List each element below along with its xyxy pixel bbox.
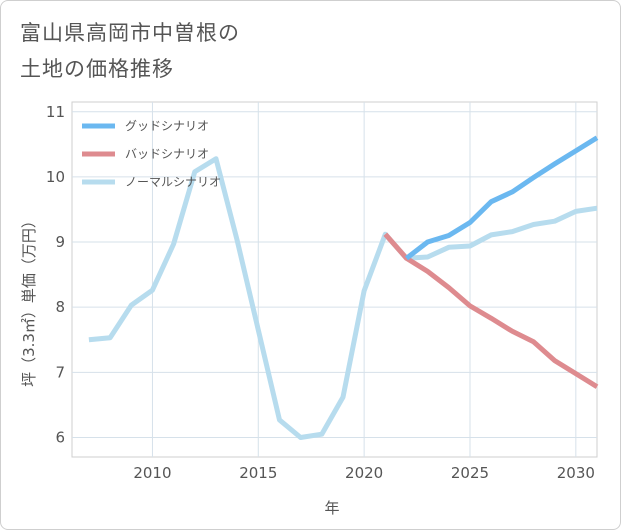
x-tick-label: 2020 [345, 464, 383, 482]
y-axis-label: 坪（3.3㎡）単価（万円） [20, 213, 38, 387]
chart-title-line-1: 富山県高岡市中曽根の [20, 21, 240, 45]
x-tick-label: 2030 [557, 464, 595, 482]
y-tick-label: 10 [46, 168, 65, 186]
series-line-3 [88, 156, 598, 440]
tick-labels: 2010 2015 2020 2025 2030 6 7 8 9 10 11 [46, 103, 595, 482]
series-lines [88, 135, 599, 440]
series-line-1 [404, 135, 599, 261]
x-tick-label: 2025 [451, 464, 489, 482]
x-axis-label: 年 [324, 499, 339, 517]
chart-title: 富山県高岡市中曽根の 土地の価格推移 [20, 15, 240, 87]
y-tick-label: 9 [55, 233, 65, 251]
y-tick-label: 8 [55, 298, 65, 316]
x-tick-label: 2015 [239, 464, 277, 482]
series-line-2 [383, 232, 599, 389]
legend-label: グッドシナリオ [125, 119, 209, 133]
y-tick-label: 6 [55, 428, 65, 446]
x-tick-label: 2010 [133, 464, 171, 482]
y-tick-label: 7 [55, 363, 65, 381]
chart-title-line-2: 土地の価格推移 [20, 57, 174, 81]
y-tick-label: 11 [46, 103, 65, 121]
legend-label: バッドシナリオ [125, 147, 209, 161]
legend-label: ノーマルシナリオ [125, 175, 221, 189]
grid [72, 102, 597, 457]
